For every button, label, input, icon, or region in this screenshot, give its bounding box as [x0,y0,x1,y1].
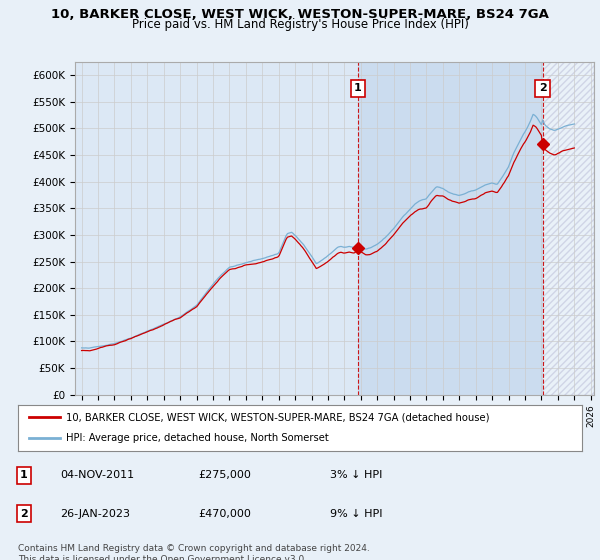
Text: 9% ↓ HPI: 9% ↓ HPI [330,508,383,519]
Text: Price paid vs. HM Land Registry's House Price Index (HPI): Price paid vs. HM Land Registry's House … [131,18,469,31]
Text: 1: 1 [354,83,362,94]
Text: Contains HM Land Registry data © Crown copyright and database right 2024.
This d: Contains HM Land Registry data © Crown c… [18,544,370,560]
Text: 2: 2 [20,508,28,519]
Text: HPI: Average price, detached house, North Somerset: HPI: Average price, detached house, Nort… [66,433,329,444]
Text: 2: 2 [539,83,547,94]
Text: £275,000: £275,000 [198,470,251,480]
Text: 1: 1 [20,470,28,480]
Text: 26-JAN-2023: 26-JAN-2023 [60,508,130,519]
Text: 10, BARKER CLOSE, WEST WICK, WESTON-SUPER-MARE, BS24 7GA (detached house): 10, BARKER CLOSE, WEST WICK, WESTON-SUPE… [66,412,490,422]
Text: 10, BARKER CLOSE, WEST WICK, WESTON-SUPER-MARE, BS24 7GA: 10, BARKER CLOSE, WEST WICK, WESTON-SUPE… [51,8,549,21]
Text: 04-NOV-2011: 04-NOV-2011 [60,470,134,480]
Text: £470,000: £470,000 [198,508,251,519]
Bar [358,62,542,395]
Text: 3% ↓ HPI: 3% ↓ HPI [330,470,382,480]
Bar [542,62,594,395]
